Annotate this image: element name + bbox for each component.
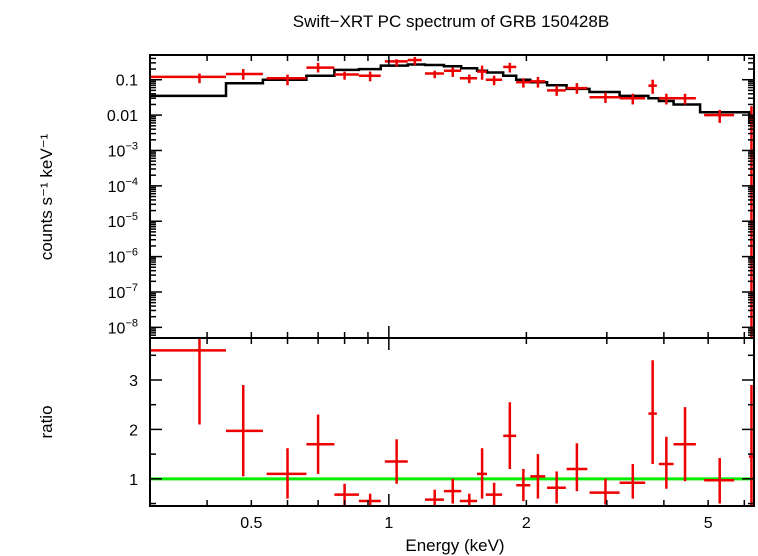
ratio-data-point — [477, 448, 487, 499]
ratio-data-point — [658, 436, 674, 489]
x-axis-label: Energy (keV) — [405, 536, 504, 555]
ratio-data-point — [589, 478, 620, 505]
ratio-data-point — [225, 384, 263, 477]
y-tick-exponent: −3 — [125, 140, 138, 152]
x-tick-label: 5 — [704, 515, 713, 532]
y-tick-label: 10−7 — [108, 282, 138, 302]
ratio-tick-label: 1 — [129, 472, 138, 489]
ratio-data-point — [459, 493, 478, 506]
y-tick-base: 10 — [108, 320, 126, 337]
top-data-point — [150, 73, 226, 84]
bottom-data-points — [150, 338, 754, 506]
top-data-point — [673, 93, 696, 105]
y-tick-base: 10 — [108, 285, 126, 302]
ratio-data-point — [648, 360, 657, 464]
y-tick-exponent: −6 — [125, 247, 138, 259]
ratio-data-point — [150, 338, 226, 425]
y-tick-label: 10−4 — [108, 176, 138, 196]
bottom-plot-frame — [149, 337, 755, 507]
top-data-point — [477, 65, 487, 80]
bottom-panel: 1 2 3 0.5 1 2 5 ratio — [37, 337, 755, 532]
top-data-point — [530, 76, 546, 88]
top-data-point — [443, 67, 462, 77]
ratio-data-point — [266, 448, 307, 499]
top-data-point — [566, 83, 588, 94]
y-tick-base: 10 — [108, 250, 126, 267]
y-tick-label: 10−6 — [108, 247, 138, 267]
ratio-data-point — [384, 439, 408, 484]
top-data-point — [485, 75, 503, 86]
top-data-point — [459, 74, 478, 84]
top-data-point — [407, 56, 422, 66]
chart-title: Swift−XRT PC spectrum of GRB 150428B — [293, 12, 609, 31]
y-tick-exponent: −4 — [125, 176, 138, 188]
model-step-line — [150, 63, 754, 125]
ratio-tick-label: 2 — [129, 422, 138, 439]
top-data-point — [619, 93, 646, 105]
bottom-y-axis: 1 2 3 — [129, 354, 754, 505]
ratio-data-point — [704, 458, 735, 504]
y-tick-exponent: −8 — [125, 317, 138, 329]
ratio-data-point — [334, 483, 359, 506]
top-data-point — [704, 109, 735, 123]
x-tick-label: 2 — [522, 515, 531, 532]
top-data-point — [516, 78, 531, 88]
y-tick-label: 10−8 — [108, 317, 138, 337]
top-data-point — [589, 92, 620, 103]
top-data-point — [225, 69, 263, 80]
y-tick-base: 10 — [108, 179, 126, 196]
top-data-point — [306, 62, 335, 73]
y-tick-label: 0.1 — [116, 73, 138, 90]
ratio-data-point — [425, 489, 444, 506]
top-data-point — [503, 62, 517, 73]
ratio-data-point — [443, 478, 462, 504]
y-tick-base: 10 — [108, 214, 126, 231]
y-tick-exponent: −5 — [125, 211, 138, 223]
ratio-data-point — [503, 402, 517, 469]
y-tick-base: 10 — [108, 143, 126, 160]
ratio-data-point — [358, 493, 381, 506]
y-tick-label: 0.01 — [107, 108, 138, 125]
top-data-points — [150, 56, 754, 338]
top-data-point — [658, 93, 674, 105]
ratio-data-point — [619, 464, 646, 499]
ratio-data-point — [485, 482, 503, 506]
ratio-data-point — [530, 454, 546, 499]
top-data-point — [547, 85, 566, 96]
x-tick-label: 0.5 — [240, 515, 262, 532]
top-data-point — [425, 70, 444, 79]
top-data-point — [334, 71, 359, 80]
ratio-data-point — [306, 414, 335, 474]
ratio-data-point — [516, 468, 531, 502]
ratio-data-point — [673, 407, 696, 482]
ratio-data-point — [566, 443, 588, 492]
y-tick-exponent: −7 — [125, 282, 138, 294]
top-data-point — [358, 71, 381, 82]
ratio-data-point — [547, 471, 566, 504]
y-tick-label: 10−5 — [108, 211, 138, 231]
y-tick-label: 10−3 — [108, 140, 138, 160]
bottom-y-axis-label: ratio — [37, 405, 56, 438]
ratio-tick-label: 3 — [129, 373, 138, 390]
top-y-axis-label: counts s⁻¹ keV⁻¹ — [37, 133, 56, 260]
top-data-point — [266, 74, 307, 86]
top-data-point — [648, 79, 657, 94]
x-tick-label: 1 — [384, 515, 393, 532]
bottom-x-axis: 0.5 1 2 5 — [149, 338, 746, 532]
model-curve — [150, 63, 754, 125]
